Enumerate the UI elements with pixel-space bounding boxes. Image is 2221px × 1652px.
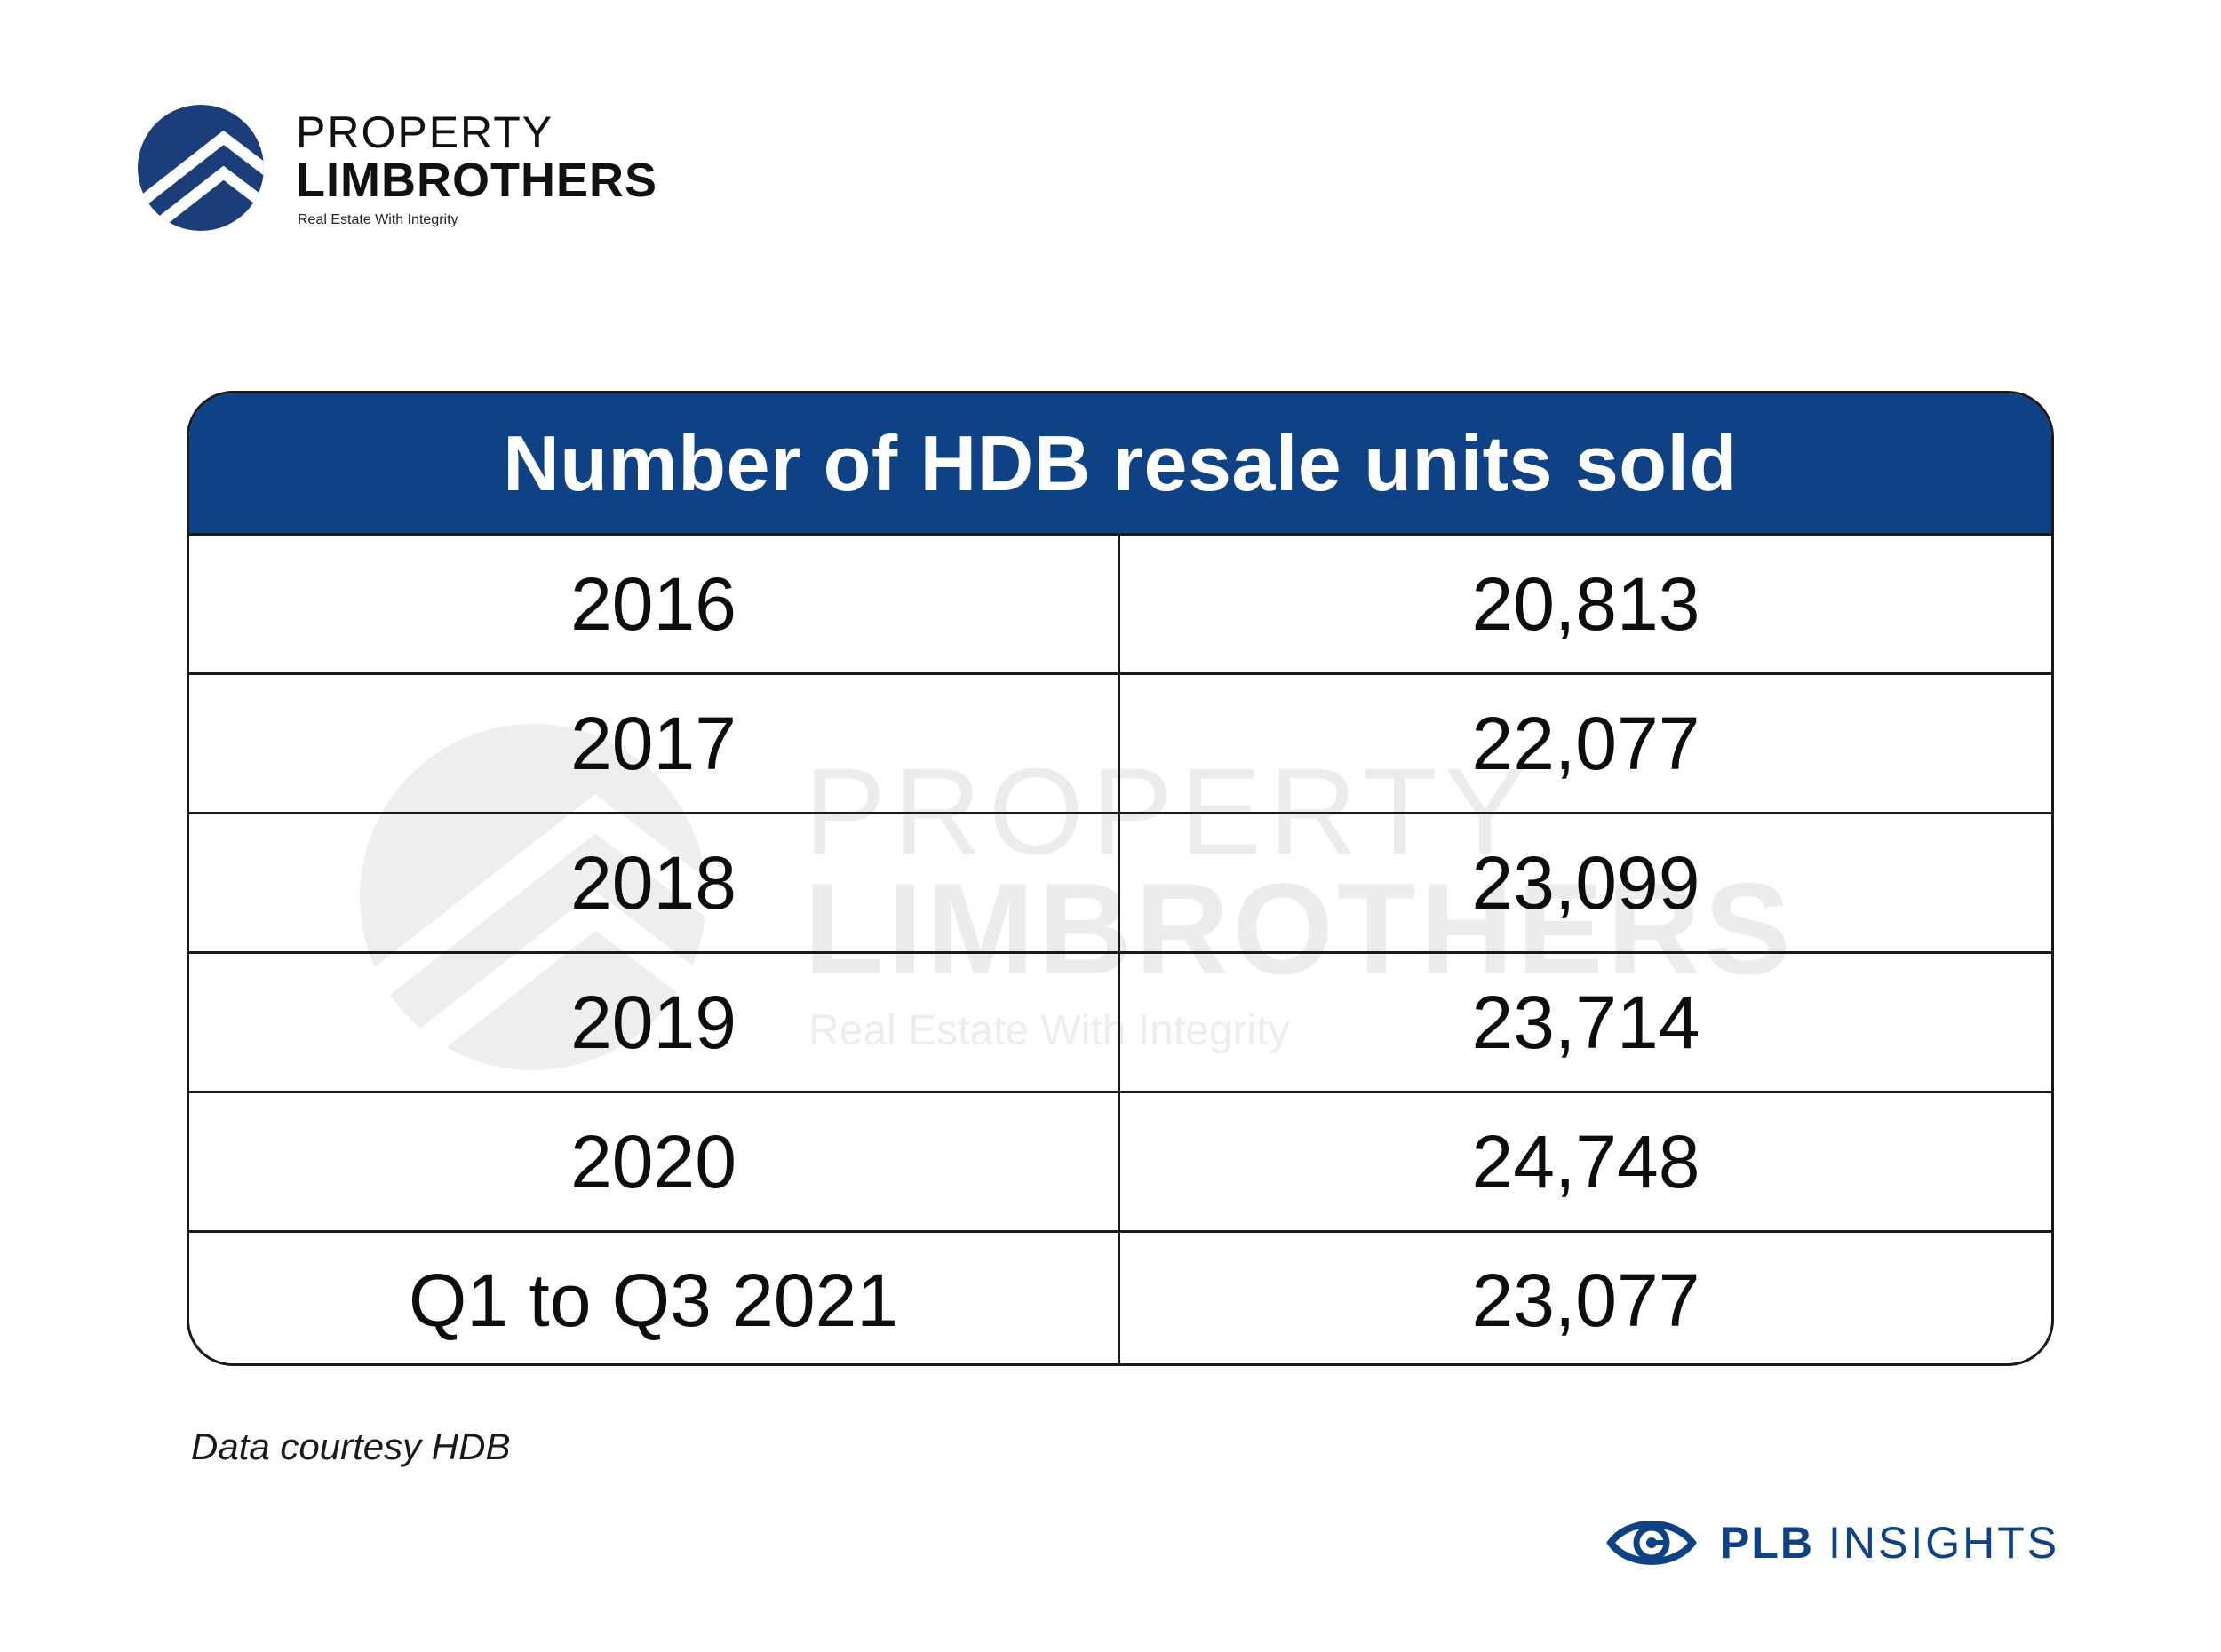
row-value: 20,813 bbox=[1471, 561, 1700, 646]
row-label: 2018 bbox=[189, 814, 1120, 951]
row-label: 2020 bbox=[189, 1093, 1120, 1230]
table-row: Q1 to Q3 2021 23,077 bbox=[189, 1233, 2051, 1363]
insights-brand-bold: PLB bbox=[1720, 1518, 1814, 1568]
table-row: 2020 24,748 bbox=[189, 1093, 2051, 1233]
brand-house-icon bbox=[138, 105, 264, 231]
row-label: 2016 bbox=[189, 536, 1120, 672]
row-value: 23,077 bbox=[1471, 1258, 1700, 1342]
row-value: 23,714 bbox=[1471, 980, 1700, 1064]
table-title: Number of HDB resale units sold bbox=[189, 393, 2051, 536]
table-row: 2017 22,077 bbox=[189, 675, 2051, 814]
table-body: 2016 20,813 2017 22,077 2018 23,099 2019 23,714… bbox=[189, 536, 2051, 1363]
insights-brand-regular: INSIGHTS bbox=[1828, 1518, 2060, 1568]
resale-units-table: Number of HDB resale units sold 2016 20,8… bbox=[187, 391, 2054, 1366]
row-value: 22,077 bbox=[1471, 701, 1700, 785]
row-label: 2019 bbox=[189, 954, 1120, 1091]
brand-logo: PROPERTY LIMBROTHERS Real Estate With In… bbox=[138, 105, 671, 238]
row-value: 24,748 bbox=[1471, 1119, 1700, 1203]
eye-icon bbox=[1606, 1521, 1697, 1565]
brand-name-line2: LIMBROTHERS bbox=[296, 154, 657, 207]
row-label: Q1 to Q3 2021 bbox=[189, 1233, 1120, 1363]
brand-name-line1: PROPERTY bbox=[296, 107, 554, 157]
brand-tagline: Real Estate With Integrity bbox=[298, 212, 458, 227]
row-label: 2017 bbox=[189, 675, 1120, 812]
row-value: 23,099 bbox=[1471, 840, 1700, 925]
table-row: 2018 23,099 bbox=[189, 814, 2051, 954]
source-note: Data courtesy HDB bbox=[191, 1426, 511, 1467]
table-row: 2016 20,813 bbox=[189, 536, 2051, 675]
plb-insights-logo: PLB INSIGHTS bbox=[1606, 1512, 2059, 1574]
table-row: 2019 23,714 bbox=[189, 954, 2051, 1093]
